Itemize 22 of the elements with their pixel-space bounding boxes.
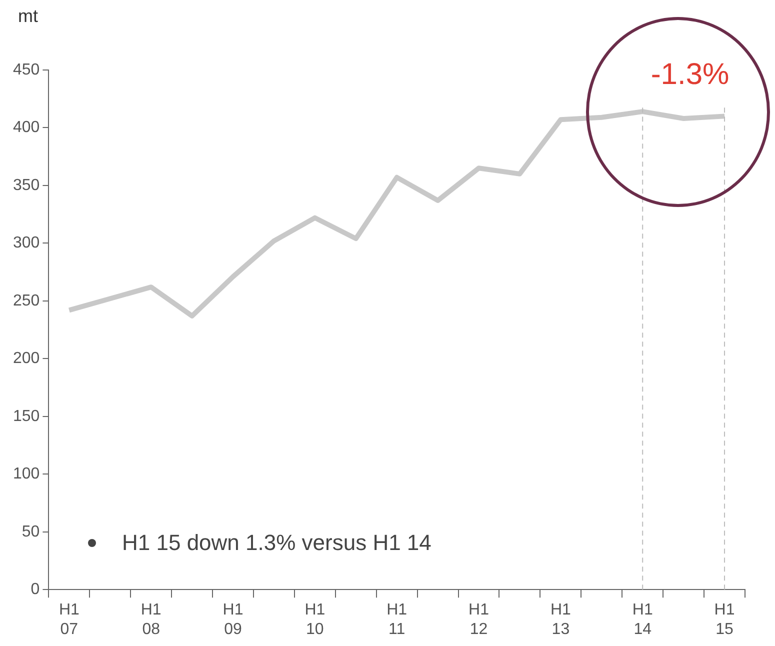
- x-tick-label: H1 14: [632, 602, 653, 638]
- x-tick-label: H1 13: [550, 602, 572, 638]
- y-tick-label: 50: [22, 523, 40, 540]
- x-tick-label: H1 10: [304, 602, 326, 638]
- y-tick-label: 0: [30, 581, 40, 598]
- x-tick-label: H1 09: [222, 602, 244, 638]
- x-tick-label: H1 11: [386, 602, 408, 638]
- y-tick-label: 450: [12, 61, 40, 78]
- x-tick-label: H1 07: [58, 602, 80, 638]
- y-tick-label: 400: [12, 119, 40, 136]
- y-tick-label: 100: [12, 466, 40, 483]
- x-tick-label: H1 12: [468, 602, 490, 638]
- y-axis-title: mt: [18, 6, 38, 26]
- y-tick-label: 150: [12, 408, 40, 425]
- x-tick-label: H1 08: [140, 602, 162, 638]
- y-tick-label: 300: [12, 234, 40, 252]
- annotation: H1 15 down 1.3% versus H1 14: [122, 530, 432, 556]
- y-tick-label: 250: [12, 292, 40, 310]
- y-tick-label: 200: [12, 350, 40, 368]
- y-tick-label: 350: [12, 176, 40, 194]
- x-tick-label: H1 15: [714, 602, 735, 638]
- annotation: -1.3%: [650, 58, 730, 92]
